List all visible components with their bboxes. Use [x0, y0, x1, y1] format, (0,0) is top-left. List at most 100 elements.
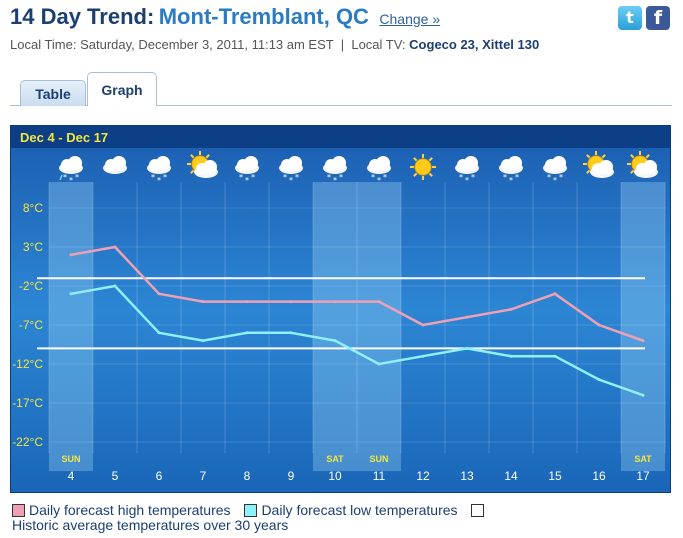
svg-text:*: * [377, 176, 381, 185]
svg-text:*: * [471, 173, 475, 182]
sun-icon [410, 154, 436, 180]
separator: | [340, 37, 345, 52]
low-temperature-point [465, 346, 469, 350]
snow-icon: * * * [147, 156, 171, 185]
legend-high-swatch [12, 503, 25, 517]
x-tick-label: 7 [200, 469, 207, 483]
local-tv-label: Local TV: [351, 37, 406, 52]
svg-text:*: * [283, 173, 287, 182]
y-tick-label: -12°C [12, 357, 43, 371]
y-tick-label: 3°C [23, 240, 43, 254]
y-tick-label: 8°C [23, 201, 43, 215]
x-tick-label: 9 [288, 469, 295, 483]
svg-text:*: * [157, 176, 161, 185]
y-tick-label: -22°C [12, 435, 43, 449]
x-tick-label: 14 [504, 469, 518, 483]
y-tick-label: -17°C [12, 396, 43, 410]
y-tick-label: -2°C [19, 279, 43, 293]
legend-low: Daily forecast low temperatures [244, 502, 458, 518]
twitter-icon[interactable]: t [618, 6, 642, 30]
low-temperature-point [201, 339, 205, 343]
svg-text:*: * [371, 173, 375, 182]
local-info-bar: Local Time: Saturday, December 3, 2011, … [10, 37, 539, 52]
low-temperature-point [641, 393, 645, 397]
high-temperature-point [245, 300, 249, 304]
legend-low-label: Daily forecast low temperatures [261, 502, 458, 518]
low-temperature-point [157, 331, 161, 335]
x-tick-label: 17 [636, 469, 650, 483]
svg-text:*: * [515, 173, 519, 182]
svg-text:*: * [327, 173, 331, 182]
weekday-label: SAT [634, 454, 652, 464]
change-location-link[interactable]: Change » [379, 11, 441, 27]
legend-low-swatch [244, 503, 258, 517]
sun-cloud-icon [583, 151, 614, 178]
view-tabs: Table Graph [10, 64, 672, 106]
high-temperature-point [553, 292, 557, 296]
facebook-icon[interactable]: f [646, 6, 670, 30]
cloud-icon [103, 156, 127, 174]
high-temperature-point [69, 253, 73, 257]
snow-icon: * * * [367, 156, 391, 185]
svg-text:*: * [459, 173, 463, 182]
low-temperature-point [421, 354, 425, 358]
tab-graph[interactable]: Graph [87, 72, 157, 106]
svg-text:*: * [333, 176, 337, 185]
high-temperature-point [333, 300, 337, 304]
snow-icon: * * * [455, 156, 479, 185]
svg-text:*: * [383, 173, 387, 182]
svg-text:*: * [251, 173, 255, 182]
high-temperature-point [509, 307, 513, 311]
snow-icon: * * * [235, 156, 259, 185]
svg-text:*: * [465, 176, 469, 185]
y-tick-label: -7°C [19, 318, 43, 332]
weekday-label: SAT [326, 454, 344, 464]
high-temperature-point [157, 292, 161, 296]
svg-text:*: * [289, 176, 293, 185]
svg-text:*: * [75, 173, 79, 182]
legend-high: Daily forecast high temperatures [12, 502, 231, 518]
chart-legend: Daily forecast high temperatures Daily f… [12, 502, 498, 520]
x-tick-label: 4 [68, 469, 75, 483]
title-prefix: 14 Day Trend: [10, 4, 155, 29]
svg-text:*: * [63, 173, 67, 182]
low-temperature-point [289, 331, 293, 335]
x-tick-label: 11 [373, 469, 386, 483]
high-temperature-point [201, 300, 205, 304]
chart-title-bar [11, 126, 670, 148]
weekend-band [621, 182, 665, 471]
low-temperature-point [245, 331, 249, 335]
x-tick-label: 5 [112, 469, 119, 483]
x-tick-label: 8 [244, 469, 251, 483]
chart-title: Dec 4 - Dec 17 [20, 130, 108, 145]
high-temperature-point [641, 339, 645, 343]
tab-table[interactable]: Table [20, 80, 86, 106]
high-temperature-line [70, 245, 644, 342]
svg-text:*: * [295, 173, 299, 182]
city-name: Mont-Tremblant, QC [158, 4, 369, 29]
legend-historic-label: Historic average temperatures over 30 ye… [12, 517, 289, 533]
svg-text:*: * [503, 173, 507, 182]
legend-historic [471, 503, 488, 517]
high-temperature-point [377, 300, 381, 304]
svg-text:*: * [239, 173, 243, 182]
snow-icon: * * * [279, 156, 303, 185]
svg-text:*: * [553, 176, 557, 185]
local-time: Local Time: Saturday, December 3, 2011, … [10, 37, 334, 52]
sun-cloud-icon [627, 151, 658, 178]
x-tick-label: 16 [592, 469, 606, 483]
legend-historic-swatch [471, 503, 485, 517]
svg-text:*: * [69, 176, 73, 185]
high-temperature-point [289, 300, 293, 304]
svg-text:*: * [163, 173, 167, 182]
low-temperature-point [553, 354, 557, 358]
snow-icon: * * * [499, 156, 523, 185]
low-temperature-point [509, 354, 513, 358]
svg-text:*: * [339, 173, 343, 182]
weekday-label: SUN [369, 454, 388, 464]
low-temperature-point [69, 292, 73, 296]
svg-text:*: * [151, 173, 155, 182]
low-temperature-point [113, 284, 117, 288]
high-temperature-point [113, 245, 117, 249]
low-temperature-line [70, 284, 644, 397]
